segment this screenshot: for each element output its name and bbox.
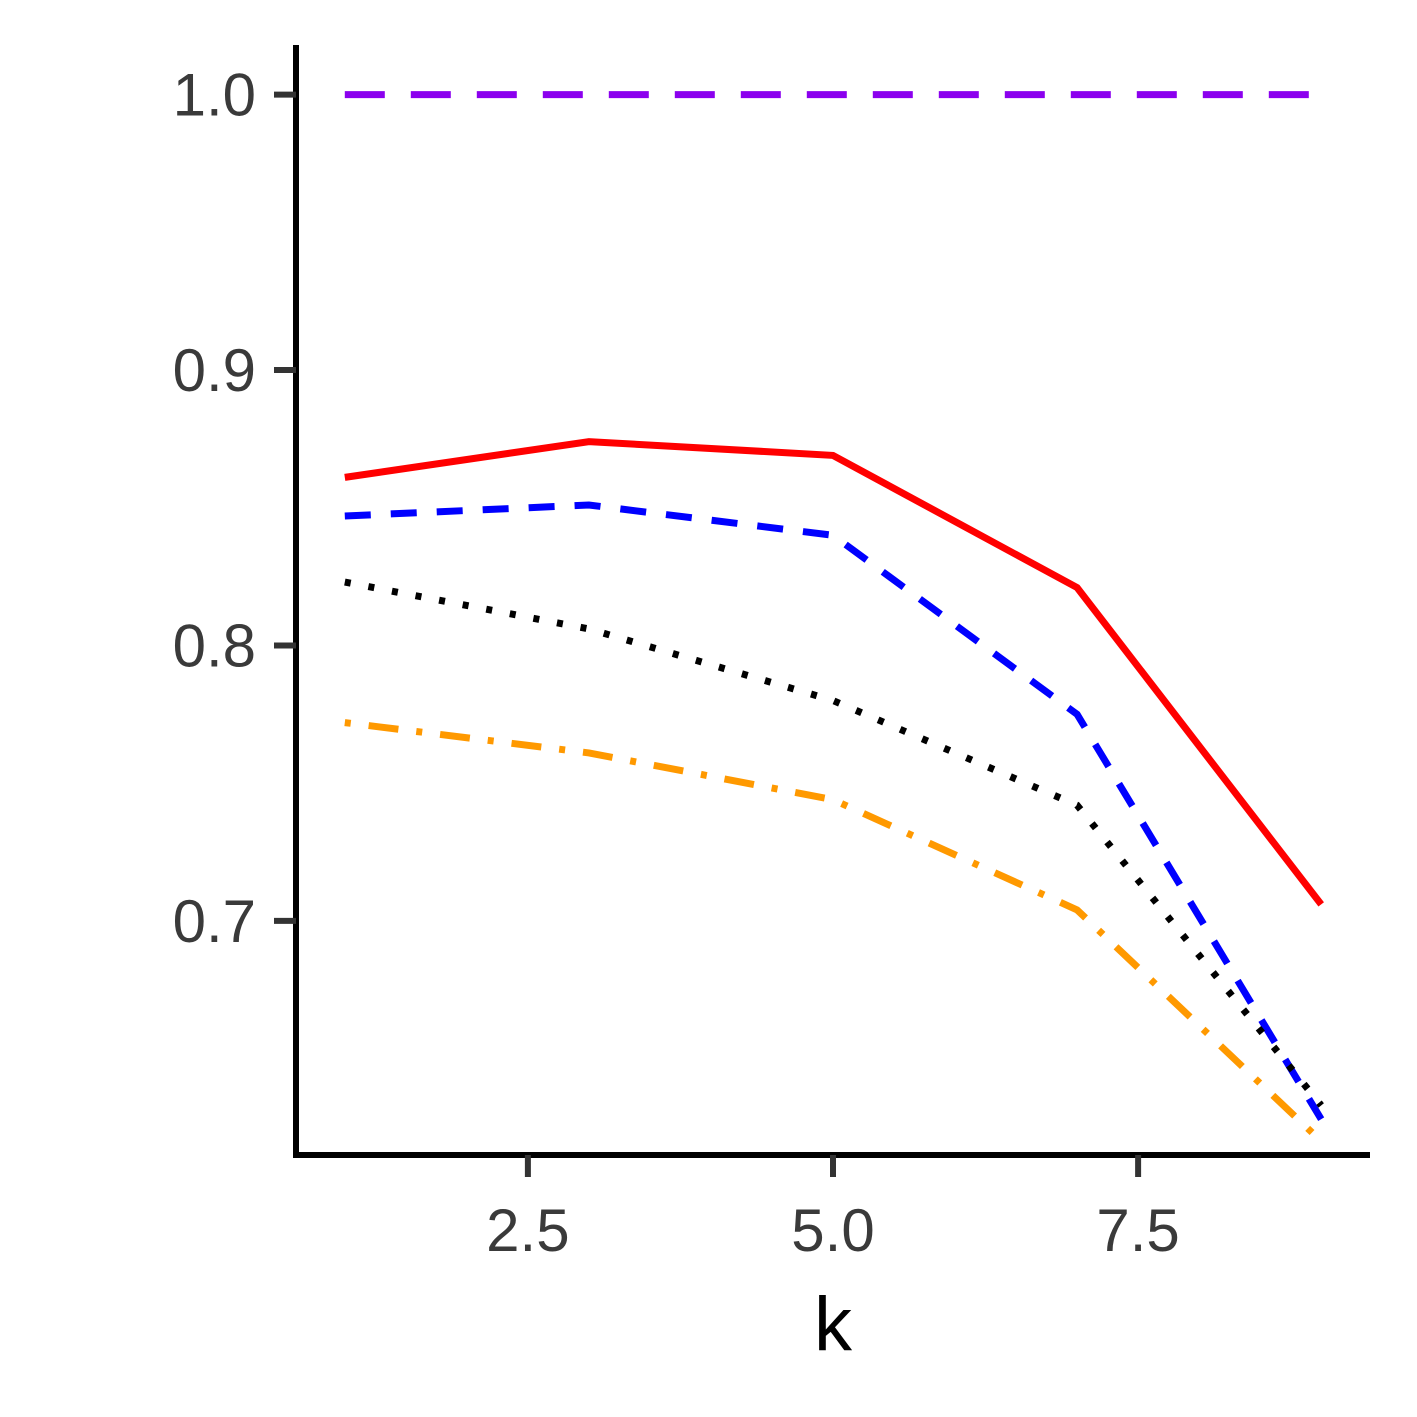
series-line-5 (344, 719, 1324, 1144)
series-line-4 (344, 578, 1324, 1108)
y-tick-label: 1.0 (173, 62, 256, 129)
y-tick-label: 0.7 (173, 888, 256, 955)
x-tick-label: 2.5 (486, 1197, 569, 1264)
x-tick-label: 5.0 (791, 1197, 874, 1264)
series-line-3 (344, 501, 1325, 1122)
y-tick-label: 0.9 (173, 337, 256, 404)
x-tick-label: 7.5 (1096, 1197, 1179, 1264)
y-axis-ticks: 0.7 0.8 0.9 1.0 (173, 62, 296, 955)
x-axis-title: k (814, 1282, 853, 1367)
series-line-2 (344, 438, 1324, 907)
series-layer (344, 91, 1325, 1144)
y-tick-label: 0.8 (173, 612, 256, 679)
x-axis-ticks: 2.5 5.0 7.5 (486, 1155, 1180, 1264)
